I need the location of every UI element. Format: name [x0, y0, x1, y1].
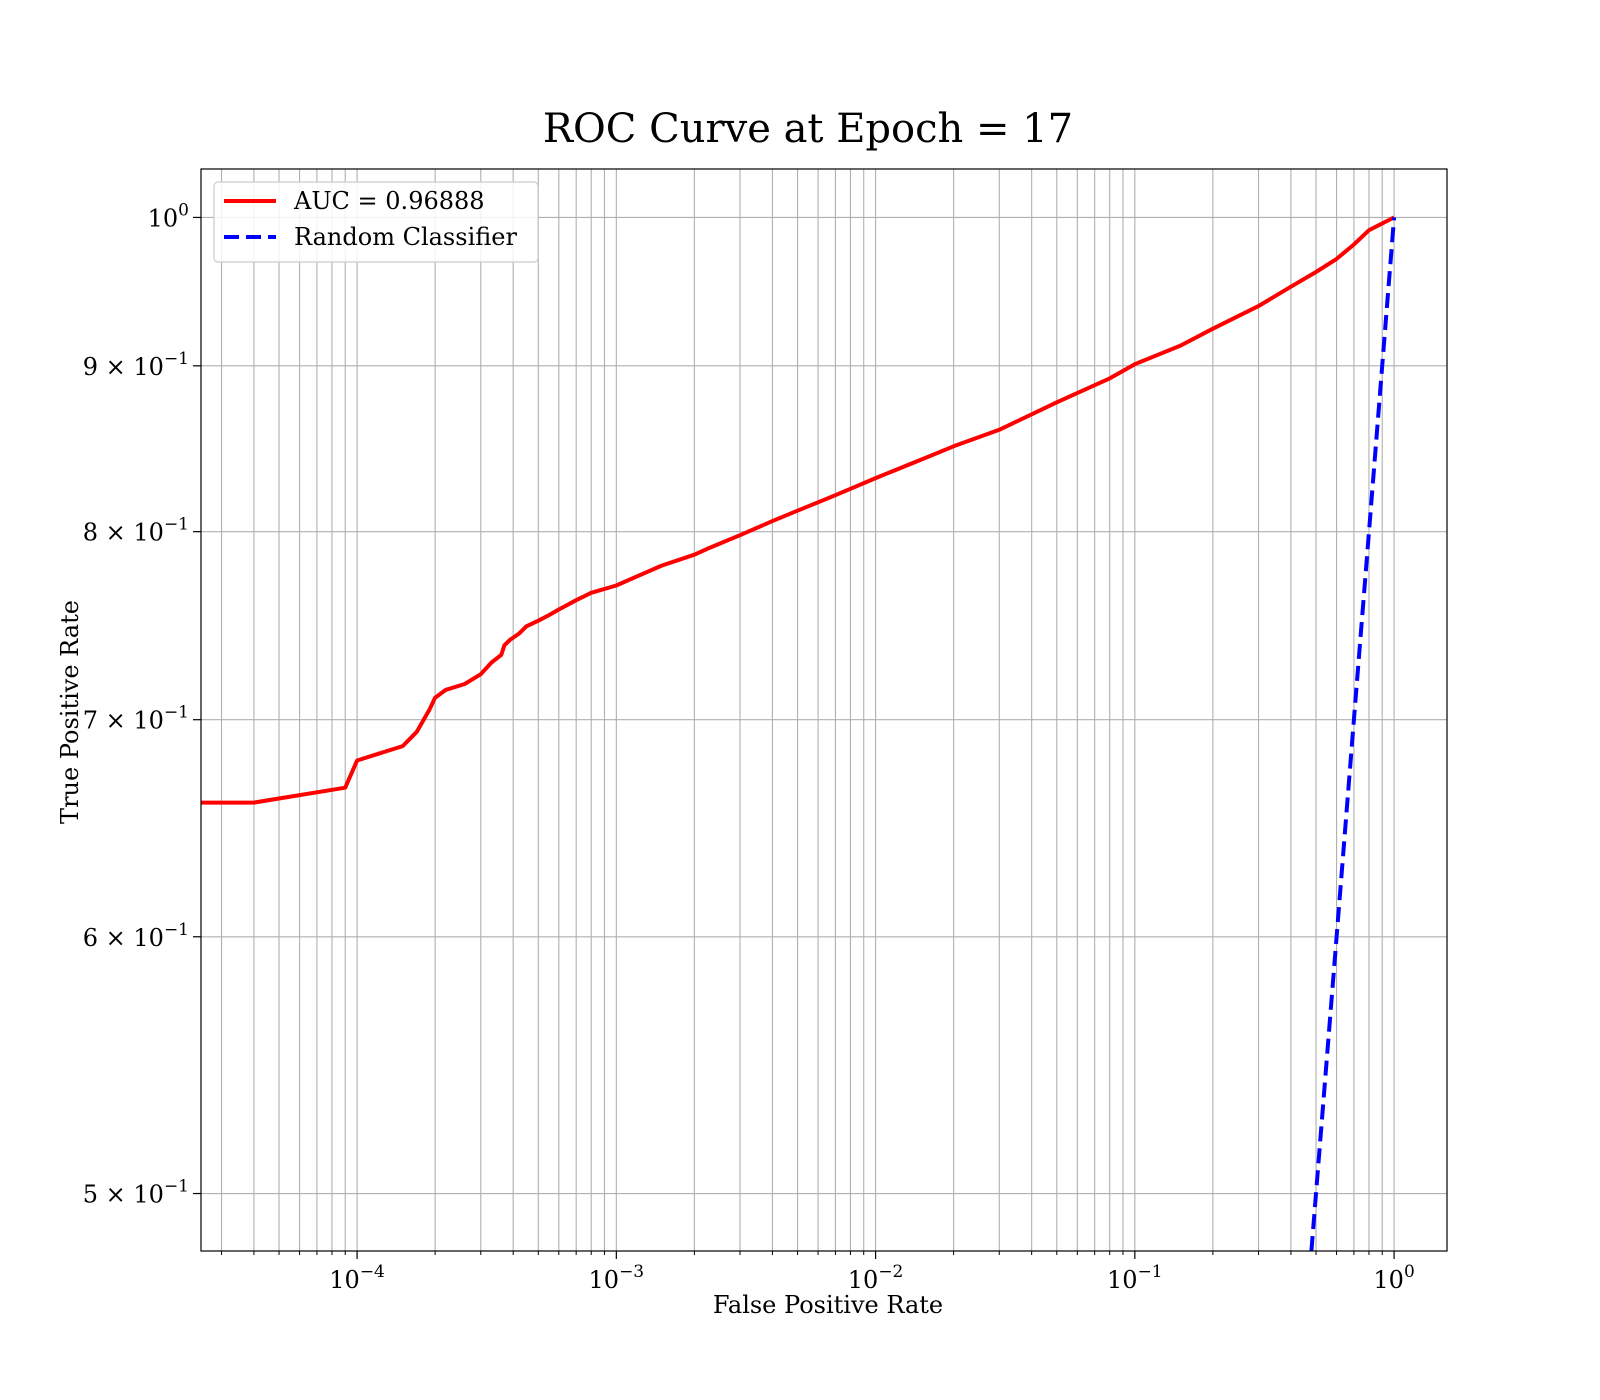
y-tick-label: 100 — [148, 200, 189, 232]
y-tick-label: 9 × 10−1 — [83, 349, 189, 381]
y-tick-label: 8 × 10−1 — [83, 515, 189, 547]
grid-lines — [201, 169, 1447, 1251]
x-tick-label: 10−1 — [1107, 1262, 1163, 1294]
series-layer — [201, 215, 1397, 1251]
y-tick-label: 7 × 10−1 — [83, 703, 189, 735]
x-tick-label: 10−2 — [848, 1262, 904, 1294]
plot-area-frame — [200, 168, 1448, 1252]
x-axis-ticks: 10−4 10−3 10−2 10−1 100 — [221, 1251, 1415, 1294]
x-tick-label: 100 — [1373, 1262, 1414, 1294]
x-tick-label: 10−4 — [329, 1262, 385, 1294]
x-axis-label: False Positive Rate — [713, 1291, 943, 1319]
legend-label-random-classifier: Random Classifier — [294, 223, 517, 251]
legend-label-auc: AUC = 0.96888 — [293, 187, 485, 215]
chart-title: ROC Curve at Epoch = 17 — [543, 106, 1073, 152]
legend-box — [213, 181, 539, 263]
legend: AUC = 0.96888 Random Classifier — [213, 181, 539, 263]
x-tick-label: 10−3 — [589, 1262, 645, 1294]
series-line-auc — [201, 215, 1396, 805]
series-line-random-classifier — [1309, 217, 1397, 1251]
y-tick-label: 5 × 10−1 — [83, 1177, 189, 1209]
y-axis-label: True Positive Rate — [56, 600, 84, 824]
y-axis-ticks: 100 9 × 10−1 8 × 10−1 7 × 10−1 6 × 10−1 5 × 1… — [83, 200, 201, 1209]
y-tick-label: 6 × 10−1 — [83, 920, 189, 952]
